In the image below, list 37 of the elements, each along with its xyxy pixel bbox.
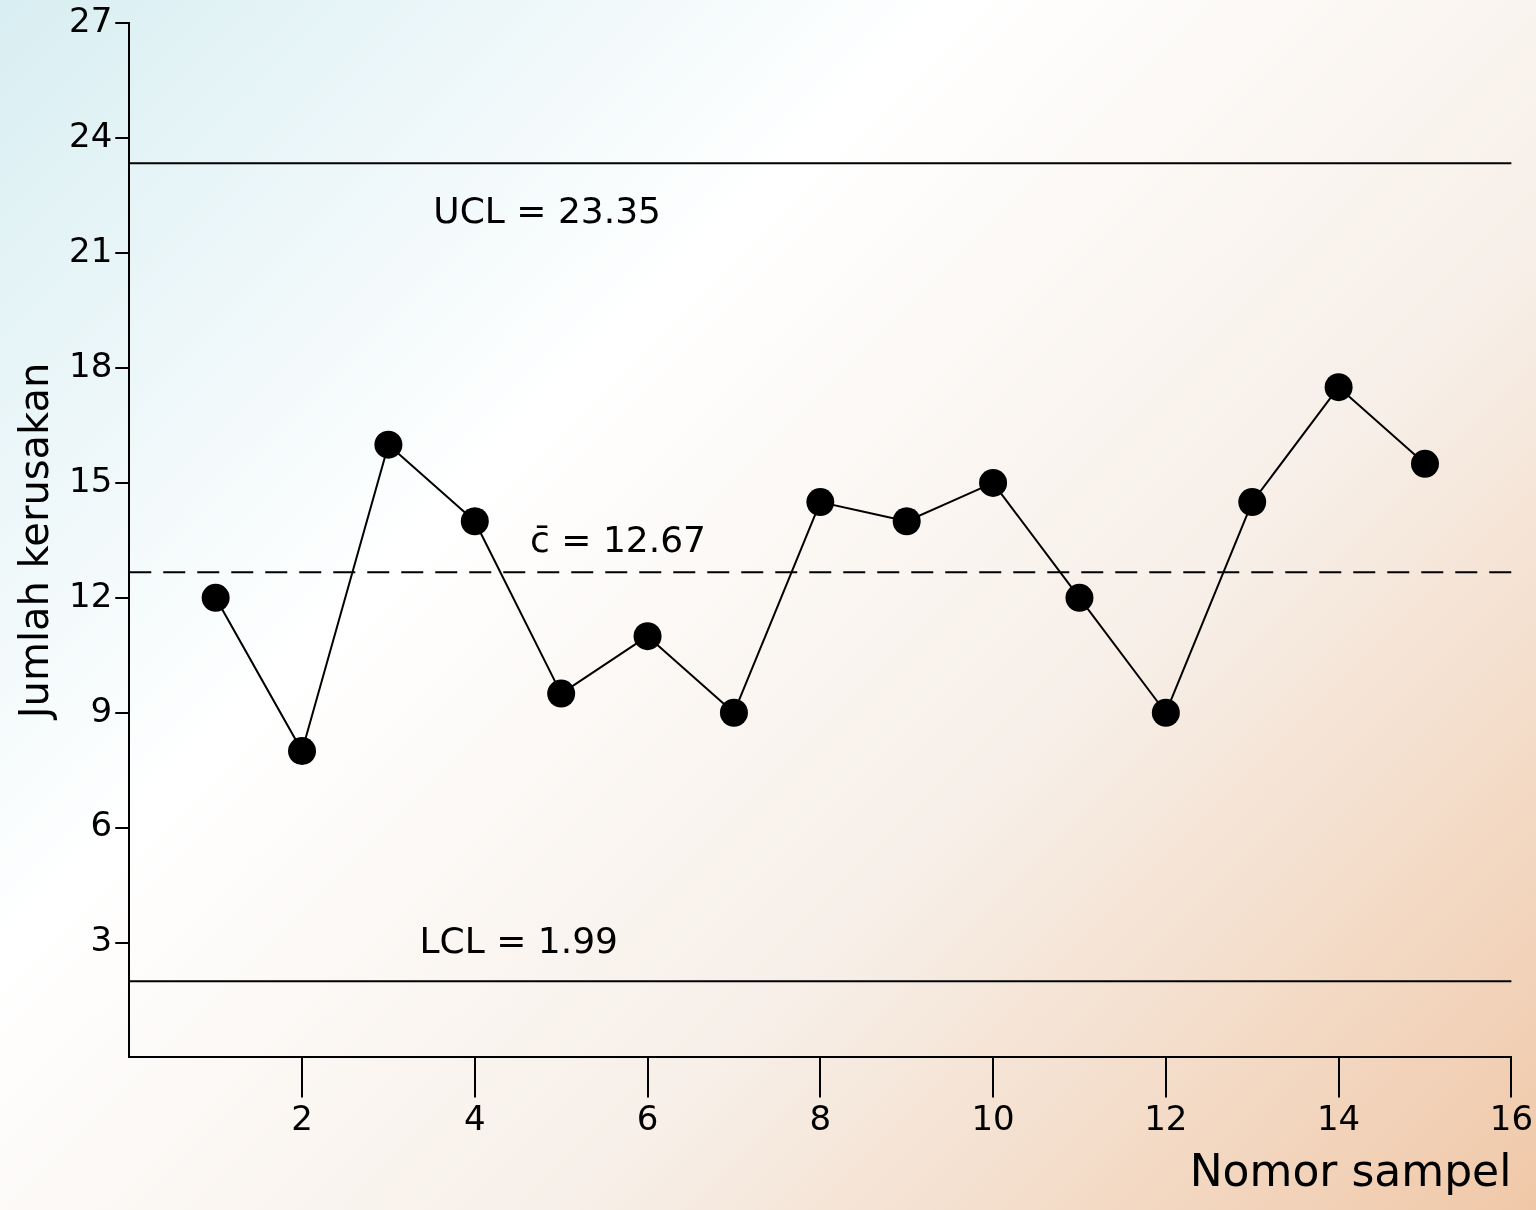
point — [1065, 583, 1094, 612]
x-axis-title: Nomor sampel — [1189, 1145, 1512, 1197]
y-tick-label: 12 — [69, 574, 113, 615]
point — [719, 698, 748, 727]
x-tick-label: 12 — [1144, 1097, 1188, 1138]
y-tick-label: 24 — [69, 115, 113, 156]
point — [1151, 698, 1180, 727]
point — [979, 468, 1008, 497]
point — [1238, 488, 1267, 517]
point — [633, 622, 662, 651]
point — [460, 507, 489, 536]
point — [1410, 449, 1439, 478]
point — [806, 488, 835, 517]
x-tick-label: 8 — [809, 1097, 832, 1138]
y-tick-label: 9 — [90, 689, 113, 730]
ref-line-label: c̄ = 12.67 — [530, 518, 706, 560]
point — [374, 430, 403, 459]
point — [892, 507, 921, 536]
x-tick-label: 2 — [291, 1097, 313, 1138]
x-tick-label: 16 — [1489, 1097, 1533, 1138]
point — [547, 679, 576, 708]
ref-line-label: UCL = 23.35 — [433, 189, 661, 231]
point — [1324, 373, 1353, 402]
y-tick-label: 18 — [69, 344, 113, 385]
y-tick-label: 3 — [90, 919, 113, 960]
y-tick-label: 15 — [69, 459, 113, 500]
point — [288, 737, 317, 766]
x-tick-label: 4 — [463, 1097, 486, 1138]
y-tick-label: 27 — [69, 0, 113, 41]
y-tick-label: 6 — [90, 804, 113, 845]
x-tick-label: 14 — [1316, 1097, 1361, 1138]
x-tick-label: 10 — [971, 1097, 1015, 1138]
x-tick-label: 6 — [636, 1097, 659, 1138]
y-tick-label: 21 — [69, 230, 113, 271]
point — [201, 583, 230, 612]
y-axis-title: Jumlah kerusakan — [11, 362, 58, 722]
ref-line-label: LCL = 1.99 — [419, 919, 618, 961]
